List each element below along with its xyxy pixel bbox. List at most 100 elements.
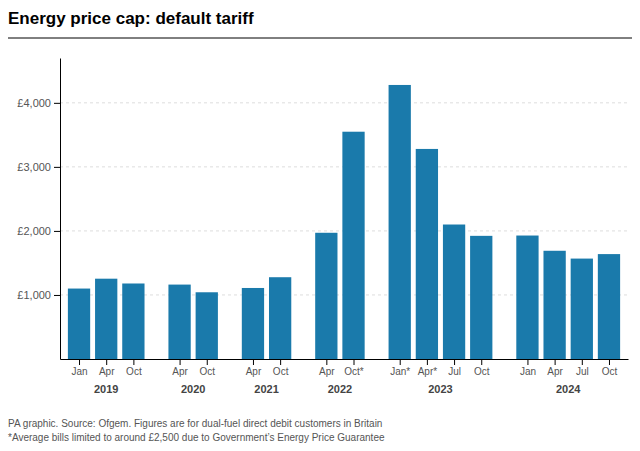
tick: Apr bbox=[547, 359, 563, 377]
tick-label: Jul bbox=[576, 366, 589, 377]
group-label: 2020 bbox=[181, 383, 205, 395]
tick: Oct bbox=[273, 359, 289, 377]
tick-mark bbox=[106, 359, 107, 365]
tick-label: Jan* bbox=[390, 366, 410, 377]
tick-mark bbox=[54, 231, 60, 232]
tick-mark bbox=[454, 359, 455, 365]
bar bbox=[342, 132, 364, 359]
plot: £1,000 £2,000 £3,000 £4,000 Jan Apr Oct Apr Oct A… bbox=[17, 59, 628, 396]
tick-label: Apr bbox=[246, 366, 262, 377]
tick-label: Oct bbox=[199, 366, 215, 377]
tick: Oct bbox=[474, 359, 490, 377]
chart: Energy price cap: default tariff £1,000 £2… bbox=[0, 0, 640, 451]
bar bbox=[416, 149, 438, 359]
tick-mark bbox=[79, 359, 80, 365]
tick-mark bbox=[555, 359, 556, 365]
bars bbox=[68, 85, 620, 359]
tick-label: Oct bbox=[273, 366, 289, 377]
tick: Oct bbox=[602, 359, 618, 377]
tick-label: Apr bbox=[99, 366, 115, 377]
bar bbox=[315, 233, 337, 359]
grid-line bbox=[60, 102, 628, 103]
tick-label: Oct bbox=[602, 366, 618, 377]
bar bbox=[269, 277, 291, 359]
bar bbox=[516, 236, 538, 359]
tick-mark bbox=[133, 359, 134, 365]
tick: Jul bbox=[448, 359, 461, 377]
tick: Jan bbox=[71, 359, 87, 377]
tick: £2,000 bbox=[17, 225, 60, 237]
bar bbox=[443, 225, 465, 359]
tick-mark bbox=[54, 295, 60, 296]
tick-mark bbox=[280, 359, 281, 365]
tick-label: Apr* bbox=[418, 366, 438, 377]
title-rule bbox=[8, 38, 632, 39]
tick-mark bbox=[180, 359, 181, 365]
tick-label: Jul bbox=[448, 366, 461, 377]
bar bbox=[196, 292, 218, 359]
tick-label: Apr bbox=[172, 366, 188, 377]
tick-mark bbox=[400, 359, 401, 365]
bar bbox=[571, 259, 593, 359]
tick: Apr* bbox=[418, 359, 438, 377]
tick: Oct bbox=[199, 359, 215, 377]
tick-label: £1,000 bbox=[17, 289, 51, 301]
tick-label: Oct* bbox=[344, 366, 364, 377]
bar bbox=[95, 279, 117, 359]
bar bbox=[168, 285, 190, 359]
tick-label: £3,000 bbox=[17, 161, 51, 173]
bar bbox=[68, 289, 90, 359]
tick: Apr bbox=[172, 359, 188, 377]
axis-line bbox=[61, 359, 629, 360]
tick-label: Jan bbox=[520, 366, 536, 377]
tick-label: Apr bbox=[319, 366, 335, 377]
group-label: 2021 bbox=[254, 383, 278, 395]
tick-mark bbox=[54, 167, 60, 168]
tick-mark bbox=[326, 359, 327, 365]
tick: £1,000 bbox=[17, 289, 60, 301]
tick-mark bbox=[207, 359, 208, 365]
tick-label: £4,000 bbox=[17, 97, 51, 109]
tick-label: Jan bbox=[71, 366, 87, 377]
tick-mark bbox=[427, 359, 428, 365]
tick-mark bbox=[609, 359, 610, 365]
tick-label: £2,000 bbox=[17, 225, 51, 237]
tick: Oct* bbox=[344, 359, 364, 377]
annotation: *Average bills limited to around £2,500 … bbox=[8, 432, 385, 443]
bar bbox=[389, 85, 411, 359]
x-axis: Jan Apr Oct Apr Oct Apr Oct Apr Oct* Jan* Apr* Jul O… bbox=[61, 359, 629, 377]
tick-label: Oct bbox=[126, 366, 142, 377]
tick-mark bbox=[582, 359, 583, 365]
group-label: 2024 bbox=[556, 383, 581, 395]
tick: £4,000 bbox=[17, 97, 60, 109]
tick-mark bbox=[253, 359, 254, 365]
tick: Apr bbox=[99, 359, 115, 377]
axis-line bbox=[60, 59, 61, 360]
tick: Oct bbox=[126, 359, 142, 377]
bar bbox=[242, 288, 264, 359]
group-label: 2019 bbox=[94, 383, 118, 395]
tick: Jul bbox=[576, 359, 589, 377]
tick: £3,000 bbox=[17, 161, 60, 173]
tick-label: Apr bbox=[547, 366, 563, 377]
tick: Apr bbox=[319, 359, 335, 377]
tick-mark bbox=[481, 359, 482, 365]
bar bbox=[598, 254, 620, 359]
y-axis: £1,000 £2,000 £3,000 £4,000 bbox=[17, 59, 60, 360]
footer: PA graphic. Source: Ofgem. Figures are f… bbox=[8, 418, 385, 443]
annotation: PA graphic. Source: Ofgem. Figures are f… bbox=[8, 418, 382, 429]
title: Energy price cap: default tariff bbox=[8, 9, 254, 28]
group-labels: 2019 2020 2021 2022 2023 2024 bbox=[94, 383, 581, 395]
tick: Jan bbox=[520, 359, 536, 377]
group-label: 2022 bbox=[328, 383, 352, 395]
tick: Apr bbox=[246, 359, 262, 377]
tick-mark bbox=[354, 359, 355, 365]
bar bbox=[122, 283, 144, 359]
tick: Jan* bbox=[390, 359, 410, 377]
tick-label: Oct bbox=[474, 366, 490, 377]
tick-mark bbox=[527, 359, 528, 365]
tick-mark bbox=[54, 103, 60, 104]
bar bbox=[470, 236, 492, 359]
bar bbox=[543, 251, 565, 359]
group-label: 2023 bbox=[428, 383, 452, 395]
